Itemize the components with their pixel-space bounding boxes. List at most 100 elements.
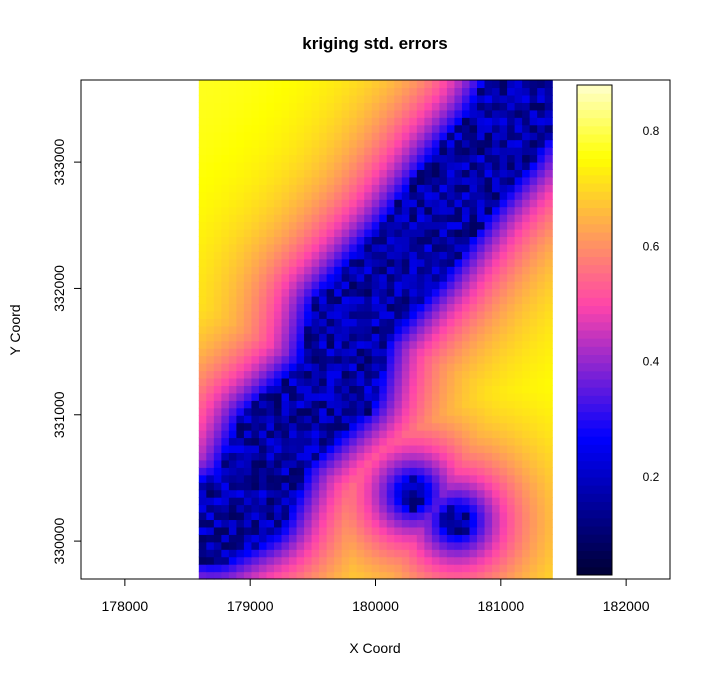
heatmap-cell	[499, 549, 508, 558]
heatmap-cell	[499, 87, 508, 96]
heatmap-cell	[492, 266, 501, 275]
heatmap-cell	[469, 474, 478, 483]
heatmap-cell	[379, 474, 388, 483]
heatmap-cell	[394, 541, 403, 550]
heatmap-cell	[379, 80, 388, 89]
heatmap-cell	[341, 161, 350, 170]
heatmap-cell	[281, 549, 290, 558]
heatmap-cell	[364, 325, 373, 334]
heatmap-cell	[206, 504, 215, 513]
heatmap-cell	[544, 169, 553, 178]
heatmap-cell	[281, 102, 290, 111]
heatmap-cell	[356, 147, 365, 156]
heatmap-cell	[326, 549, 335, 558]
heatmap-cell	[296, 363, 305, 372]
heatmap-cell	[522, 251, 531, 260]
heatmap-cell	[386, 117, 395, 126]
heatmap-cell	[401, 400, 410, 409]
heatmap-cell	[273, 489, 283, 498]
heatmap-cell	[386, 504, 395, 513]
heatmap-cell	[484, 184, 493, 193]
heatmap-cell	[461, 295, 471, 305]
heatmap-cell	[409, 236, 418, 245]
heatmap-cell	[228, 318, 237, 327]
heatmap-cell	[529, 221, 538, 230]
heatmap-cell	[544, 117, 553, 126]
heatmap-cell	[243, 109, 253, 118]
heatmap-cell	[251, 385, 260, 394]
heatmap-cell	[416, 407, 425, 416]
heatmap-cell	[514, 340, 523, 349]
heatmap-cell	[319, 519, 328, 528]
colorbar-segment	[577, 526, 612, 535]
heatmap-cell	[499, 489, 508, 498]
heatmap-cell	[349, 80, 358, 89]
heatmap-cell	[356, 102, 365, 111]
heatmap-cell	[236, 363, 245, 372]
heatmap-cell	[319, 452, 328, 461]
heatmap-cell	[251, 497, 260, 506]
colorbar-segment	[577, 493, 612, 502]
heatmap-cell	[289, 526, 298, 535]
heatmap-cell	[356, 549, 365, 558]
heatmap-cell	[439, 154, 448, 163]
heatmap-cell	[499, 504, 508, 513]
heatmap-cell	[243, 295, 253, 305]
heatmap-cell	[311, 407, 320, 416]
heatmap-cell	[236, 132, 245, 141]
heatmap-cell	[499, 80, 508, 89]
heatmap-cell	[304, 221, 313, 230]
heatmap-cell	[243, 236, 253, 245]
heatmap-cell	[439, 258, 448, 267]
heatmap-cell	[424, 147, 433, 156]
heatmap-cell	[492, 214, 501, 223]
heatmap-cell	[311, 482, 320, 491]
heatmap-cell	[477, 333, 486, 342]
heatmap-cell	[206, 87, 215, 96]
heatmap-cell	[446, 437, 456, 446]
heatmap-cell	[289, 191, 298, 200]
heatmap-cell	[401, 94, 410, 103]
heatmap-cell	[514, 139, 523, 148]
heatmap-cell	[334, 258, 343, 267]
heatmap-cell	[304, 385, 313, 394]
heatmap-cell	[529, 504, 538, 513]
heatmap-cell	[221, 236, 230, 245]
heatmap-cell	[334, 489, 343, 498]
heatmap-cell	[446, 564, 456, 573]
heatmap-cell	[258, 221, 268, 230]
heatmap-cell	[334, 474, 343, 483]
heatmap-cell	[386, 511, 395, 521]
heatmap-cell	[439, 534, 448, 543]
heatmap-cell	[499, 571, 508, 580]
heatmap-cell	[349, 236, 358, 245]
heatmap-cell	[356, 534, 365, 543]
heatmap-cell	[416, 80, 425, 89]
heatmap-cell	[213, 407, 222, 416]
heatmap-cell	[379, 541, 388, 550]
heatmap-cell	[394, 348, 403, 357]
heatmap-cell	[221, 549, 230, 558]
heatmap-cell	[394, 310, 403, 319]
heatmap-cell	[379, 400, 388, 409]
heatmap-cell	[492, 407, 501, 416]
heatmap-cell	[289, 489, 298, 498]
heatmap-cell	[213, 310, 222, 319]
heatmap-cell	[334, 325, 343, 334]
heatmap-cell	[492, 526, 501, 535]
heatmap-cell	[349, 437, 358, 446]
heatmap-cell	[311, 124, 320, 133]
heatmap-cell	[454, 437, 463, 446]
heatmap-cell	[258, 266, 268, 275]
heatmap-cell	[311, 452, 320, 461]
heatmap-cell	[394, 102, 403, 111]
heatmap-cell	[507, 161, 516, 170]
heatmap-cell	[206, 273, 215, 282]
colorbar-segment	[577, 534, 612, 543]
heatmap-cell	[386, 377, 395, 386]
heatmap-cell	[198, 258, 207, 267]
heatmap-cell	[258, 474, 268, 483]
heatmap-cell	[243, 400, 253, 409]
heatmap-cell	[401, 109, 410, 118]
heatmap-cell	[349, 415, 358, 424]
